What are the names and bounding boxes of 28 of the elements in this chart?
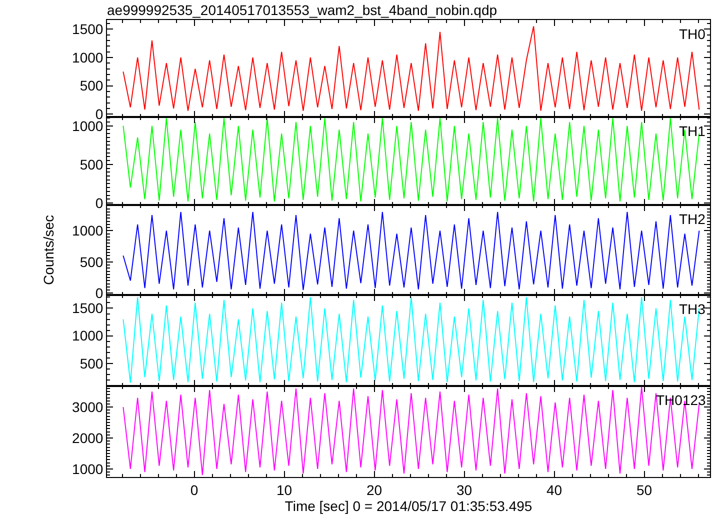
chart-title: ae999992535_20140517013553_wam2_bst_4band_nobin.qdp: [107, 2, 498, 18]
y-tick-label: 0: [95, 106, 104, 122]
x-tick-label: 20: [366, 482, 382, 498]
series-label: TH3: [679, 301, 706, 317]
series-label: TH0: [679, 26, 706, 42]
y-tick-label: 3000: [72, 398, 104, 415]
y-tick-label: 1500: [72, 20, 104, 37]
y-axis-title: Counts/sec: [40, 214, 57, 286]
y-tick-label: 2000: [72, 430, 104, 446]
series-label: TH2: [679, 211, 706, 227]
x-tick-label: 10: [276, 482, 292, 498]
series-label: TH1: [679, 123, 706, 139]
y-tick-label: 500: [80, 78, 104, 94]
x-tick-label: 0: [190, 482, 198, 498]
x-axis-title: Time [sec] 0 = 2014/05/17 01:35:53.495: [284, 498, 532, 514]
y-tick-label: 500: [80, 156, 104, 172]
y-tick-label: 500: [80, 254, 104, 270]
y-tick-label: 1000: [72, 460, 104, 477]
x-tick-label: 50: [636, 482, 652, 498]
y-tick-label: 0: [95, 285, 104, 302]
y-tick-label: 1000: [72, 328, 104, 344]
y-tick-label: 1000: [72, 222, 104, 239]
y-tick-label: 0: [95, 194, 104, 211]
y-tick-label: 1500: [72, 300, 104, 316]
x-tick-label: 30: [456, 482, 472, 498]
x-tick-label: 40: [546, 482, 562, 498]
y-tick-label: 500: [80, 355, 104, 372]
y-tick-label: 1000: [72, 49, 104, 66]
